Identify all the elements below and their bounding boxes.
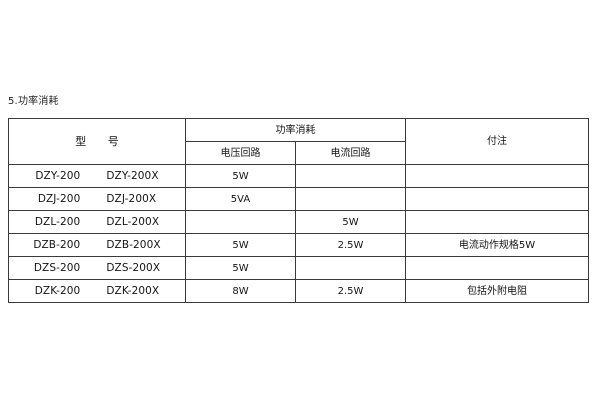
model-name-variant: DZJ-200X: [106, 192, 157, 205]
cell-model: DZJ-200 DZJ-200X: [8, 187, 186, 211]
cell-voltage-circuit: 5W: [185, 256, 296, 280]
model-name-primary: DZK-200: [34, 284, 81, 297]
cell-remark: [405, 187, 589, 211]
cell-current-circuit: 2.5W: [295, 233, 406, 257]
table-row: DZS-200 DZS-200X 5W: [8, 256, 589, 280]
cell-remark: [405, 210, 589, 234]
header-cell-voltage-circuit: 电压回路: [185, 141, 296, 165]
table-row: DZL-200 DZL-200X 5W: [8, 210, 589, 234]
header-cell-remark: 付注: [405, 118, 589, 165]
model-name-variant: DZB-200X: [106, 238, 161, 251]
model-name-primary: DZY-200: [35, 169, 81, 182]
table-body: DZY-200 DZY-200X 5W DZJ-200 DZJ-200X 5VA: [8, 164, 589, 303]
header-row-top: 型 号 功率消耗 付注: [8, 118, 589, 165]
model-name-variant: DZS-200X: [106, 261, 161, 274]
cell-remark: 包括外附电阻: [405, 279, 589, 303]
cell-current-circuit: [295, 164, 406, 188]
model-name-primary: DZL-200: [34, 215, 81, 228]
section-title: 5.功率消耗: [8, 96, 59, 107]
cell-voltage-circuit: 5W: [185, 164, 296, 188]
cell-model: DZS-200 DZS-200X: [8, 256, 186, 280]
table-row: DZY-200 DZY-200X 5W: [8, 164, 589, 188]
cell-voltage-circuit: [185, 210, 296, 234]
table-header: 型 号 功率消耗 付注 电压回路 电流回路: [8, 118, 589, 165]
header-cell-power-group: 功率消耗: [185, 118, 406, 142]
model-name-variant: DZL-200X: [106, 215, 160, 228]
model-name-primary: DZB-200: [33, 238, 81, 251]
model-name-primary: DZS-200: [33, 261, 81, 274]
cell-current-circuit: [295, 256, 406, 280]
cell-voltage-circuit: 8W: [185, 279, 296, 303]
header-label-model: 型 号: [75, 134, 128, 148]
table-row: DZK-200 DZK-200X 8W 2.5W 包括外附电阻: [8, 279, 589, 303]
cell-current-circuit: [295, 187, 406, 211]
header-cell-model: 型 号: [8, 118, 186, 165]
model-name-variant: DZK-200X: [106, 284, 160, 297]
cell-model: DZB-200 DZB-200X: [8, 233, 186, 257]
cell-voltage-circuit: 5VA: [185, 187, 296, 211]
cell-voltage-circuit: 5W: [185, 233, 296, 257]
cell-remark: 电流动作规格5W: [405, 233, 589, 257]
model-name-variant: DZY-200X: [106, 169, 159, 182]
table-row: DZJ-200 DZJ-200X 5VA: [8, 187, 589, 211]
cell-model: DZL-200 DZL-200X: [8, 210, 186, 234]
cell-current-circuit: 2.5W: [295, 279, 406, 303]
model-name-primary: DZJ-200: [37, 192, 81, 205]
cell-model: DZK-200 DZK-200X: [8, 279, 186, 303]
cell-model: DZY-200 DZY-200X: [8, 164, 186, 188]
cell-remark: [405, 256, 589, 280]
cell-current-circuit: 5W: [295, 210, 406, 234]
header-cell-current-circuit: 电流回路: [295, 141, 406, 165]
table-row: DZB-200 DZB-200X 5W 2.5W 电流动作规格5W: [8, 233, 589, 257]
cell-remark: [405, 164, 589, 188]
power-consumption-table: 型 号 功率消耗 付注 电压回路 电流回路 DZY-200 DZY-200X 5…: [8, 118, 589, 303]
